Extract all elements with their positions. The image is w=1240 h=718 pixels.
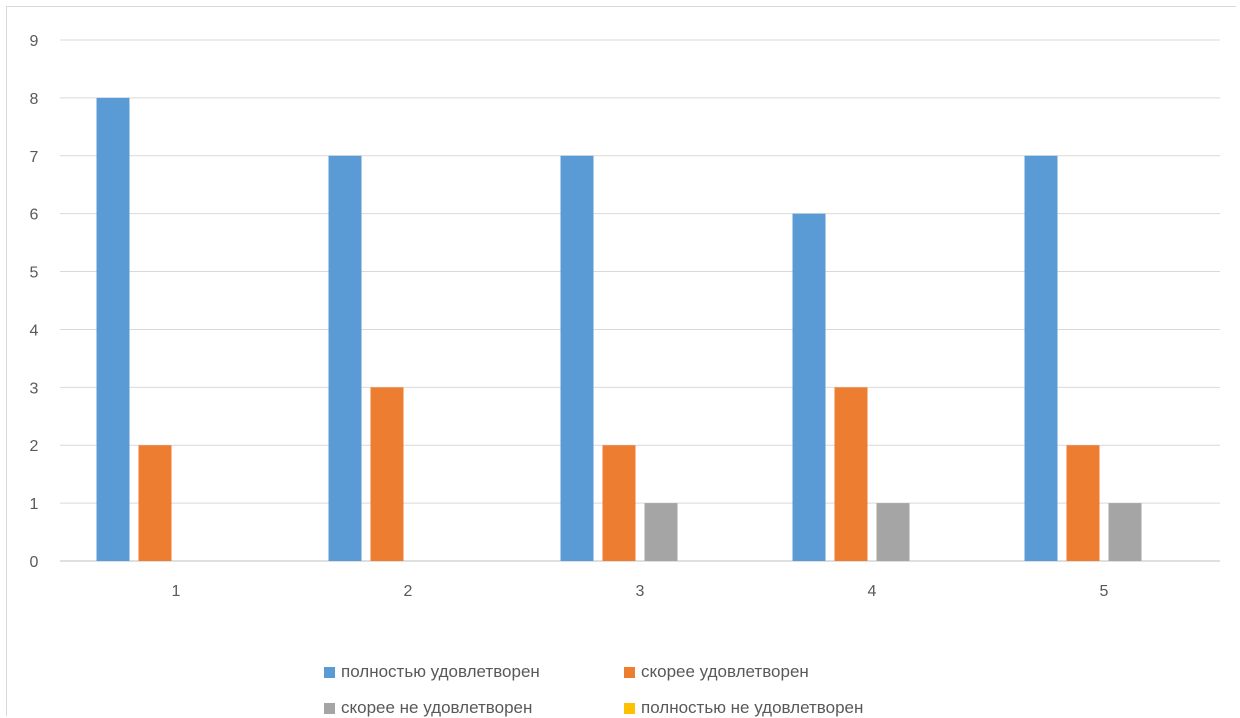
y-tick-label: 1 [30, 496, 39, 513]
bar-series-1-cat-3 [560, 155, 594, 561]
y-tick-label: 9 [30, 33, 39, 50]
legend-label-series-4: полностью не удовлетворен [641, 698, 864, 717]
bar-series-3-cat-4 [876, 503, 910, 561]
y-axis-ticks: 0 1 2 3 4 5 6 7 8 9 [30, 33, 39, 571]
bar-series-2-cat-5 [1066, 445, 1100, 561]
bar-series-1-cat-5 [1024, 155, 1058, 561]
x-tick-label: 2 [404, 583, 413, 600]
legend-swatch-series-4 [624, 702, 635, 714]
x-tick-label: 3 [636, 583, 645, 600]
bar-series-2-cat-2 [370, 387, 404, 561]
legend-item-series-3: скорее не удовлетворен [324, 698, 532, 718]
x-axis-ticks: 1 2 3 4 5 [172, 583, 1109, 600]
bar-series-2-cat-4 [834, 387, 868, 561]
bar-series-1-cat-1 [96, 97, 130, 561]
legend-swatch-series-3 [324, 702, 335, 714]
legend-swatch-series-2 [624, 666, 635, 678]
y-tick-label: 6 [30, 207, 39, 224]
y-tick-label: 0 [30, 554, 39, 571]
y-tick-label: 3 [30, 380, 39, 397]
y-tick-label: 5 [30, 265, 39, 282]
bar-series-3-cat-3 [644, 503, 678, 561]
legend-label-series-1: полностью удовлетворен [341, 662, 540, 681]
x-tick-label: 1 [172, 583, 181, 600]
y-tick-label: 8 [30, 91, 39, 108]
x-tick-label: 5 [1100, 583, 1109, 600]
bar-series-3-cat-5 [1108, 503, 1142, 561]
bar-series-2-cat-1 [138, 445, 172, 561]
legend-item-series-4: полностью не удовлетворен [624, 698, 863, 718]
y-tick-label: 7 [30, 149, 39, 166]
legend-label-series-2: скорее удовлетворен [641, 662, 809, 681]
legend-swatch-series-1 [324, 666, 335, 678]
y-tick-label: 4 [30, 322, 39, 339]
bar-series-1-cat-2 [328, 155, 362, 561]
bars [96, 97, 1142, 561]
legend-label-series-3: скорее не удовлетворен [341, 698, 533, 717]
y-tick-label: 2 [30, 438, 39, 455]
bar-series-1-cat-4 [792, 213, 826, 561]
legend-item-series-2: скорее удовлетворен [624, 662, 809, 682]
bar-series-2-cat-3 [602, 445, 636, 561]
x-tick-label: 4 [868, 583, 877, 600]
legend-item-series-1: полностью удовлетворен [324, 662, 540, 682]
